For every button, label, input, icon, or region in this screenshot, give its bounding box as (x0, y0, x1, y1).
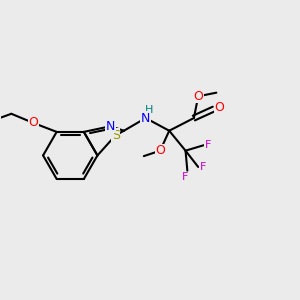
Text: F: F (182, 172, 189, 182)
Text: N: N (106, 120, 115, 133)
Text: F: F (205, 140, 211, 150)
Text: H: H (145, 105, 154, 115)
Text: O: O (214, 101, 224, 114)
Text: O: O (193, 90, 203, 103)
Text: F: F (200, 162, 206, 172)
Text: O: O (28, 116, 38, 129)
Text: N: N (141, 112, 150, 124)
Text: S: S (112, 129, 120, 142)
Text: O: O (155, 144, 165, 157)
